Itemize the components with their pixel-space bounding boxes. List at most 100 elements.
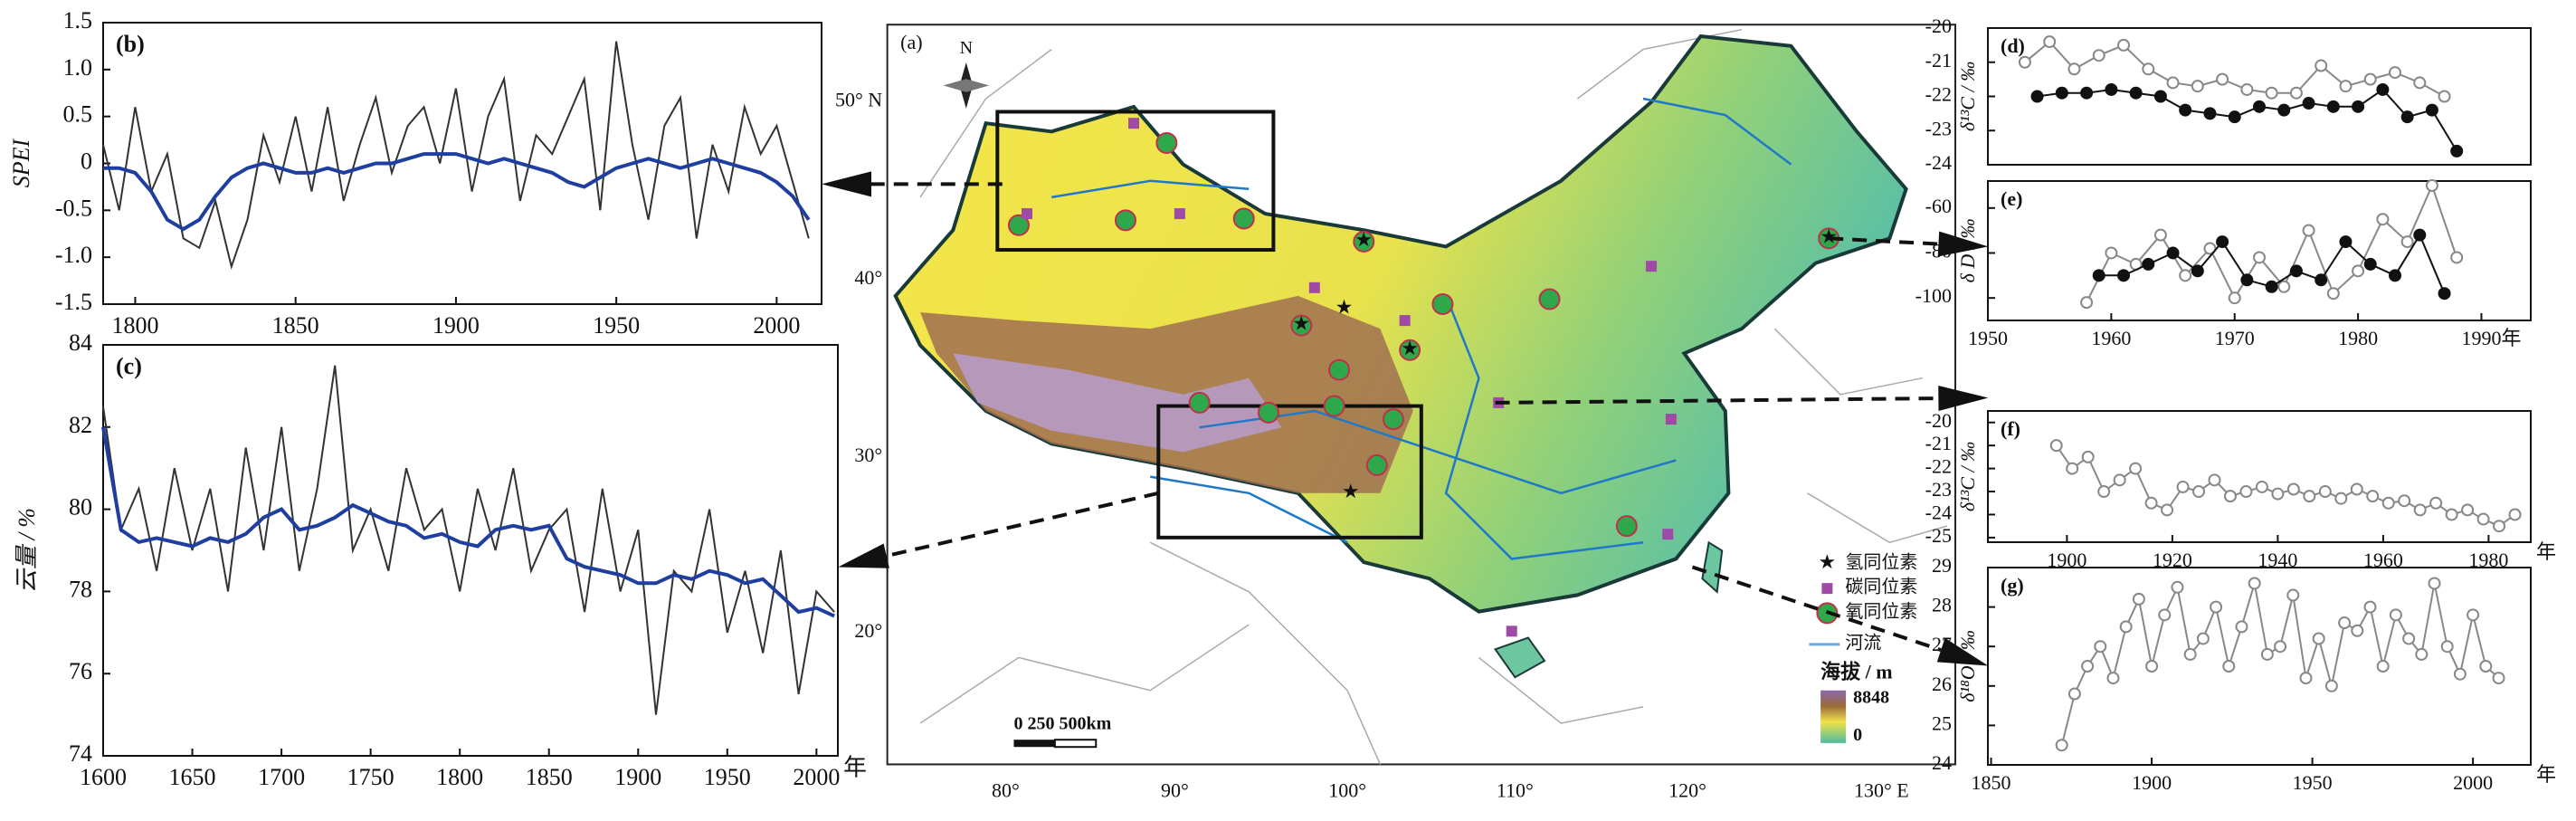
y-tick-label: -80 [1925,240,1952,263]
y-tick-label: -22 [1925,455,1952,478]
data-point [2097,485,2111,499]
data-point [2179,269,2192,282]
data-point [2438,287,2451,301]
data-point [2210,600,2223,614]
y-tick-label: 25 [1932,711,1952,734]
data-point [2413,503,2427,517]
region-box [1156,404,1423,539]
data-point [2106,672,2120,685]
y-axis-label: δ¹³C / ‰ [1956,62,1979,131]
data-point [2286,588,2300,602]
y-tick-label: -1.0 [55,242,92,268]
data-point [2376,82,2390,96]
data-point [2363,600,2377,614]
y-tick-label: 1.0 [63,54,93,81]
arrow-head [1936,637,1989,666]
x-tick-label: 1650 [169,764,216,790]
data-point [2066,462,2079,475]
data-point [2080,86,2094,100]
boundary [1478,656,1644,724]
elevation-max: 8848 [1853,687,1889,707]
data-point [2161,503,2174,517]
data-point [2208,473,2221,487]
data-point [2253,100,2266,113]
legend-symbol [1821,583,1833,595]
data-point [2312,632,2325,645]
data-point [2389,66,2401,80]
y-tick-label: -1.5 [55,289,92,315]
y-tick-label: 27 [1932,633,1952,655]
data-point [2376,660,2390,673]
x-axis-label: 年 [2536,763,2556,786]
y-tick-label: -22 [1925,83,1952,106]
data-point [2216,72,2229,86]
data-point [2450,251,2464,264]
panel-label: (f) [2001,417,2020,440]
data-point [2142,257,2155,271]
data-point [2132,592,2145,606]
legend-label: 河流 [1845,632,1881,653]
data-point [2324,679,2338,692]
elevation-min: 0 [1853,725,1862,745]
oxygen-site [1257,401,1279,424]
x-axis-label: 年 [843,755,867,781]
arrow-head [838,543,889,568]
data-point [2092,269,2105,282]
x-tick-label: 1900 [433,312,480,339]
panel-label: (e) [2001,187,2022,210]
data-point [2389,269,2401,282]
carbon-site [1646,261,1658,272]
y-tick-label: -24 [1925,151,1952,174]
data-point [2171,580,2184,594]
x-tick-label: 1980 [2338,327,2378,349]
data-point [2067,62,2081,76]
elevation-bar [1820,690,1847,743]
y-tick-label: -23 [1925,478,1952,501]
y-tick-label: 26 [1932,673,1952,695]
map: ★ ★ ★ ★ ★ ★ (a) N 50° N 40° 30° 20° 80° 90° 100° 110° 12… [835,24,1957,801]
data-point [2223,490,2237,503]
oxygen-site [1399,339,1421,361]
y-tick-label: 0 [81,148,92,174]
data-point [2203,242,2217,255]
y-axis-label: δ¹³C / ‰ [1956,442,1979,511]
river [1050,179,1250,199]
leader-line [1495,396,1939,405]
legend-label: 氢同位素 [1845,551,1917,572]
scale-label: 0 250 500km [1013,713,1111,733]
data-point [2338,616,2352,630]
y-tick-label: -25 [1925,524,1952,547]
oxygen-site [1615,515,1638,538]
data-point [2240,82,2254,96]
oxygen-site [1328,358,1351,381]
boundary [919,48,1052,198]
carbon-site [1022,208,1032,220]
data-point [2425,103,2438,117]
data-point [2363,257,2377,271]
hydrogen-site: ★ [1292,312,1310,335]
x-tick-label: 1970 [2215,327,2255,349]
data-point [2352,100,2365,113]
oxygen-site [1114,209,1136,232]
data-point [2191,264,2204,278]
data-point [2334,492,2348,505]
series-line [102,41,810,271]
y-tick-label: 84 [69,329,92,356]
data-point [2018,55,2031,69]
data-point [2339,80,2353,93]
x-tick-label: 1800 [111,312,158,339]
data-point [2425,178,2438,192]
data-point [2274,640,2287,654]
data-point [2303,490,2316,503]
y-axis-label: SPEI [8,138,34,187]
data-point [2450,144,2464,158]
data-point [2235,620,2248,634]
x-tick-label: 1950 [704,764,751,790]
x-tick-label: 1950 [593,312,640,339]
series-line [102,365,835,715]
data-point [2289,264,2303,278]
lat-label: 40° [854,266,882,289]
oxygen-site [1431,292,1454,315]
y-axis-label: δ¹⁸O / ‰ [1956,630,1979,702]
carbon-site [1128,118,1140,129]
